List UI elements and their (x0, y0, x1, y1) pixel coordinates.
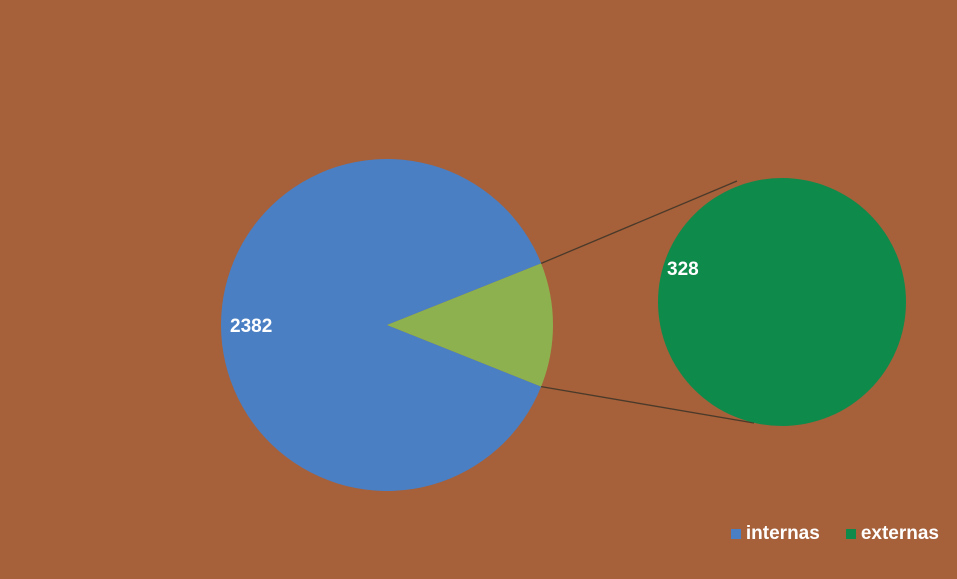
data-label-externas: 328 (667, 259, 699, 280)
legend-swatch-internas (730, 529, 741, 539)
legend-item-internas: internas (730, 523, 820, 545)
pie-slice-internas (220, 159, 542, 491)
connector-line-bottom (541, 385, 755, 424)
secondary-pie-externas (658, 178, 906, 426)
connector-line-top (540, 180, 738, 264)
legend-label-externas: externas (860, 523, 939, 544)
data-label-internas: 2382 (230, 316, 272, 337)
pie-slice-externas-wedge (387, 263, 553, 387)
legend-item-externas: externas (845, 523, 939, 545)
legend-label-internas: internas (745, 523, 820, 544)
legend-swatch-externas (845, 529, 856, 539)
legend: internas externas (730, 523, 939, 545)
